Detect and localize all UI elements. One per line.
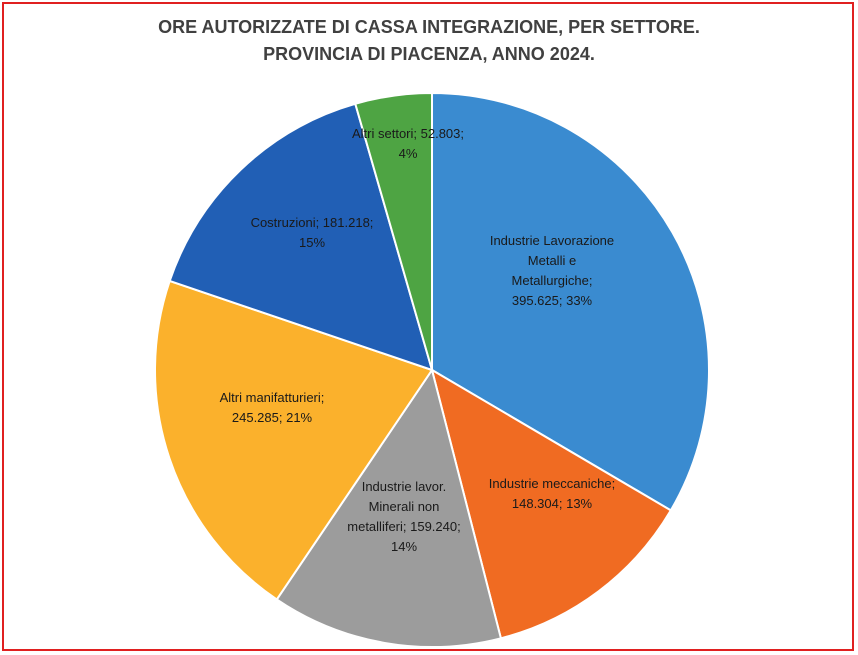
slice-label-6-line-1: Altri settori; 52.803;	[352, 126, 464, 141]
pie-slice-5	[168, 102, 434, 372]
pie-slice-3	[275, 367, 503, 648]
slice-label-1-line-1: Industrie Lavorazione	[490, 233, 614, 248]
slice-label-1-line-2: Metalli e	[528, 253, 576, 268]
slice-label-4-line-1: Altri manifatturieri;	[220, 390, 325, 405]
slice-label-3-line-3: metalliferi; 159.240;	[347, 519, 460, 534]
slice-label-1-line-4: 395.625; 33%	[512, 293, 593, 308]
slice-label-5-line-1: Costruzioni; 181.218;	[251, 215, 374, 230]
chart-title-line-1: ORE AUTORIZZATE DI CASSA INTEGRAZIONE, P…	[158, 17, 700, 37]
slice-label-6-line-2: 4%	[399, 146, 418, 161]
slice-label-3-line-1: Industrie lavor.	[362, 479, 447, 494]
chart-title: ORE AUTORIZZATE DI CASSA INTEGRAZIONE, P…	[0, 14, 858, 68]
pie-slice-4	[154, 279, 434, 601]
pie-slice-1	[431, 91, 710, 512]
slice-label-1-line-3: Metallurgiche;	[512, 273, 593, 288]
slice-label-3-line-4: 14%	[391, 539, 417, 554]
slice-label-2-line-1: Industrie meccaniche;	[489, 476, 615, 491]
pie-slice-2	[430, 367, 673, 640]
slice-label-5-line-2: 15%	[299, 235, 325, 250]
slice-label-2-line-2: 148.304; 13%	[512, 496, 593, 511]
pie-slice-6	[354, 91, 433, 371]
slice-label-3-line-2: Minerali non	[369, 499, 440, 514]
chart-title-line-2: PROVINCIA DI PIACENZA, ANNO 2024.	[263, 44, 595, 64]
slice-label-4-line-2: 245.285; 21%	[232, 410, 313, 425]
